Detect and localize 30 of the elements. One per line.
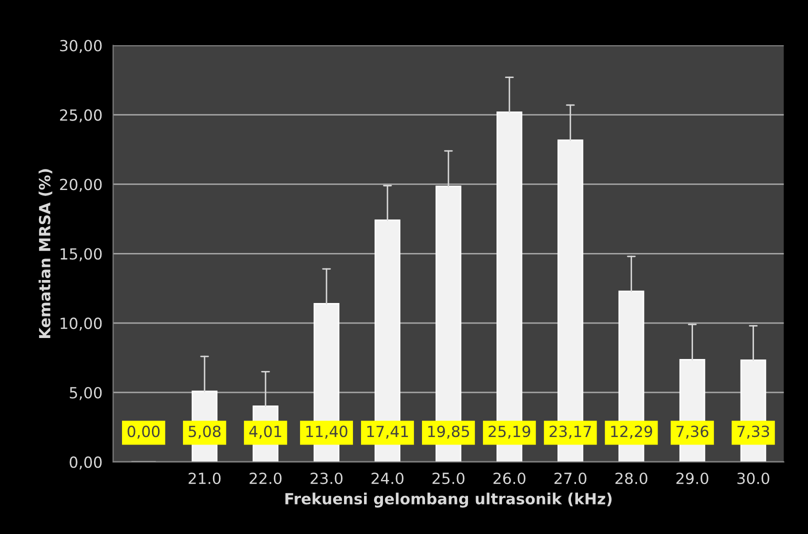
data-label: 17,41 [367, 426, 408, 439]
y-tick-label: 5,00 [70, 386, 102, 400]
x-tick-label: 26.0 [494, 472, 526, 484]
x-tick-label: 29.0 [676, 472, 708, 484]
x-tick-label: 24.0 [372, 472, 404, 484]
data-label: 23,17 [550, 426, 591, 439]
y-tick-label: 20,00 [60, 178, 102, 192]
y-tick-label: 10,00 [60, 318, 102, 331]
data-label: 19,85 [428, 426, 469, 439]
x-tick-label: 25.0 [432, 472, 464, 484]
data-label: 0,00 [128, 426, 160, 439]
x-tick-label: 21.0 [188, 472, 221, 484]
data-label: 11,40 [306, 426, 348, 439]
data-label: 7,36 [676, 426, 708, 439]
x-tick-label: 22.0 [250, 472, 282, 484]
x-tick-label: 27.0 [554, 472, 586, 484]
x-axis-title: Frekuensi gelombang ultrasonik (kHz) [285, 492, 612, 508]
x-tick-label: 23.0 [310, 472, 342, 484]
x-tick-label: 28.0 [615, 472, 648, 484]
y-tick-label: 25,00 [60, 109, 102, 122]
data-label: 5,08 [188, 426, 221, 439]
y-axis-title: Kematian MRSA (%) [38, 169, 52, 338]
data-label: 4,01 [249, 426, 282, 439]
data-label: 12,29 [611, 426, 652, 439]
data-label: 25,19 [488, 426, 530, 439]
y-tick-label: 15,00 [60, 248, 102, 262]
y-tick-label: 0,00 [70, 456, 102, 470]
x-tick-label: 30.0 [737, 472, 770, 484]
data-label: 7,33 [738, 426, 770, 439]
y-tick-label: 30,00 [60, 40, 102, 53]
